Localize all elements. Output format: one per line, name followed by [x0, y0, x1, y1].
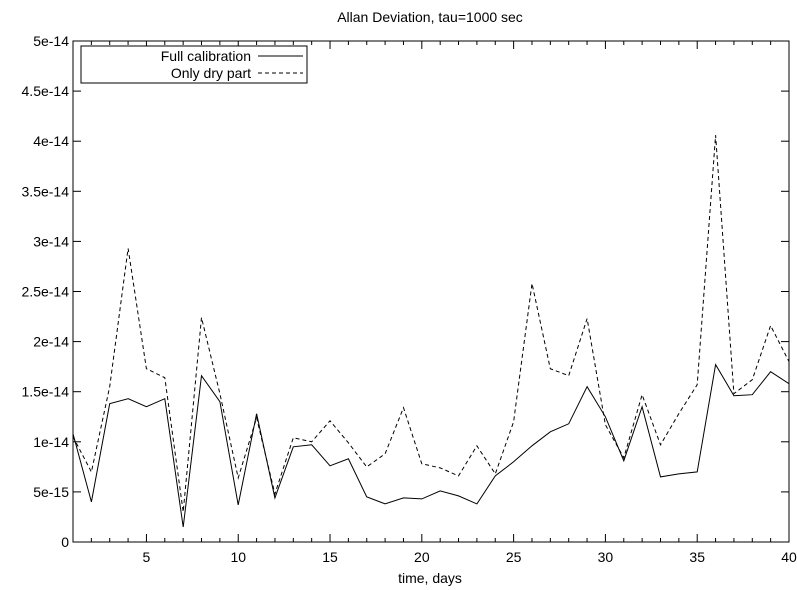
y-tick-label: 2.5e-14 — [22, 284, 70, 300]
axis-ticks: 0 5e-15 1e-14 1.5e-14 2e-14 2.5e-14 3e-14 3.5e-… — [22, 33, 797, 565]
x-tick-label: 15 — [322, 549, 338, 565]
y-tick-label: 0 — [61, 534, 69, 550]
y-tick-label: 1e-14 — [33, 434, 69, 450]
x-axis-label: time, days — [398, 570, 462, 586]
y-tick-label: 3e-14 — [33, 233, 69, 249]
y-tick-label: 3.5e-14 — [22, 183, 70, 199]
legend: Full calibration Only dry part — [80, 45, 308, 84]
legend-label-full-calibration: Full calibration — [161, 48, 251, 64]
y-tick-label: 5e-15 — [33, 484, 69, 500]
series-line-only-dry-part — [72, 135, 790, 512]
x-tick-label: 10 — [230, 549, 246, 565]
y-tick-label: 5e-14 — [33, 33, 69, 49]
legend-label-only-dry-part: Only dry part — [171, 65, 251, 81]
chart-title: Allan Deviation, tau=1000 sec — [337, 9, 523, 25]
x-tick-label: 30 — [598, 549, 614, 565]
x-tick-label: 20 — [414, 549, 430, 565]
x-tick-label: 5 — [143, 549, 151, 565]
series-line-full-calibration — [72, 363, 790, 528]
x-tick-label: 25 — [506, 549, 522, 565]
plot-frame — [72, 40, 790, 543]
y-tick-label: 1.5e-14 — [22, 384, 70, 400]
x-tick-label: 40 — [781, 549, 797, 565]
y-tick-label: 2e-14 — [33, 334, 69, 350]
series-lines — [72, 135, 790, 528]
x-tick-label: 35 — [689, 549, 705, 565]
y-tick-label: 4.5e-14 — [22, 83, 70, 99]
y-tick-label: 4e-14 — [33, 133, 69, 149]
legend-box — [80, 45, 308, 84]
